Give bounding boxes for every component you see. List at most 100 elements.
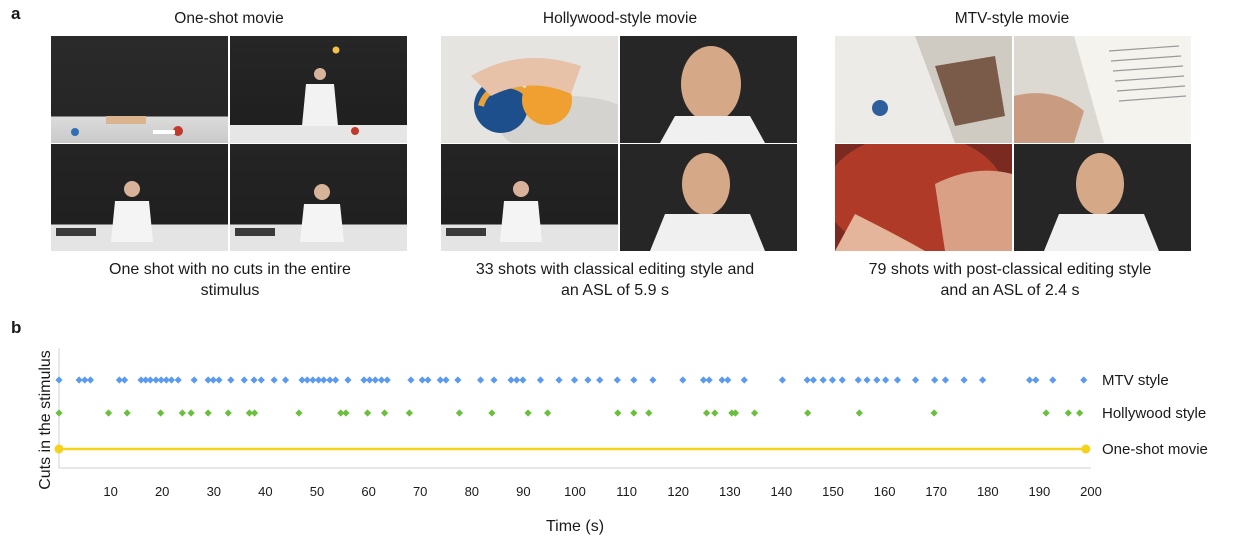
- hollywood-style-cut-marker: [187, 409, 195, 417]
- hollywood-caption-line2: an ASL of 5.9 s: [561, 282, 669, 299]
- hollywood-style-cut-marker: [645, 409, 653, 417]
- mtv-style-cut-marker: [778, 376, 787, 384]
- hollywood-style-cut-marker: [55, 409, 63, 417]
- mtv-style-cut-marker: [344, 376, 352, 384]
- mtv-style-cut-marker: [190, 376, 198, 384]
- hollywood-caption: 33 shots with classical editing style an…: [415, 259, 815, 301]
- mtv-title: MTV-style movie: [954, 10, 1070, 27]
- mtv-style-cut-marker: [157, 376, 165, 384]
- hollywood-style-cut-marker: [245, 409, 254, 417]
- x-tick-label: 60: [361, 484, 375, 499]
- x-tick-label: 170: [925, 484, 947, 499]
- hollywood-style-cut-marker: [250, 409, 259, 417]
- mtv-style-cut-marker: [519, 376, 527, 384]
- hollywood-style-cut-marker: [380, 409, 389, 417]
- x-tick-label: 180: [977, 484, 999, 499]
- hollywood-style-cut-marker: [157, 409, 165, 417]
- mtv-caption: 79 shots with post-classical editing sty…: [810, 259, 1210, 301]
- x-tick-label: 70: [413, 484, 427, 499]
- mtv-style-cut-marker: [1032, 376, 1040, 384]
- frame-smiling-face-mtv: [1014, 144, 1191, 251]
- one-shot-frames: [51, 36, 407, 251]
- hollywood-style-cut-marker: [702, 409, 711, 417]
- hollywood-style-cut-marker: [750, 409, 759, 417]
- x-tick-label: 30: [207, 484, 221, 499]
- mtv-style-cut-marker: [584, 376, 592, 384]
- mtv-style-cut-marker: [740, 376, 748, 384]
- hollywood-style-cut-marker: [104, 409, 113, 417]
- mtv-style-cut-marker: [424, 376, 432, 384]
- hollywood-style-cut-marker: [337, 409, 345, 417]
- mtv-style-cut-marker: [331, 376, 340, 384]
- one-shot-caption: One shot with no cuts in the entire stim…: [30, 259, 430, 301]
- hollywood-style-cut-marker: [1064, 409, 1072, 417]
- mtv-style-cut-marker: [931, 376, 939, 384]
- mtv-style-cut-marker: [838, 376, 846, 384]
- hollywood-style-cut-marker: [711, 409, 719, 417]
- x-tick-label: 80: [465, 484, 479, 499]
- x-tick-label: 40: [258, 484, 272, 499]
- mtv-style-cut-marker: [326, 376, 334, 384]
- mtv-style-cut-marker: [454, 376, 462, 384]
- mtv-style-cut-marker: [819, 376, 827, 384]
- hollywood-style-cut-marker: [123, 409, 131, 417]
- frame-eating-wide: [441, 144, 618, 251]
- mtv-style-series-label: MTV style: [1102, 372, 1169, 389]
- one-shot-caption-line1: One shot with no cuts in the entire: [109, 261, 351, 278]
- hollywood-style-cut-marker: [731, 409, 740, 417]
- x-tick-label: 50: [310, 484, 324, 499]
- mtv-style-cut-marker: [893, 376, 902, 384]
- frame-smiling-face: [620, 144, 797, 251]
- y-axis-title: Cuts in the stimulus: [37, 350, 54, 490]
- mtv-style-cut-marker: [142, 376, 150, 384]
- one-shot-title: One-shot movie: [174, 10, 284, 27]
- mtv-caption-line1: 79 shots with post-classical editing sty…: [868, 261, 1152, 278]
- hollywood-style-cut-marker: [295, 409, 303, 417]
- frame-eating-2: [230, 144, 407, 251]
- mtv-style-cut-marker: [476, 376, 485, 384]
- mtv-style-cut-marker: [649, 376, 657, 384]
- x-axis-title: Time (s): [546, 518, 604, 535]
- hollywood-style-cut-marker: [363, 409, 372, 417]
- mtv-style-cut-marker: [979, 376, 987, 384]
- mtv-style-cut-marker: [536, 376, 545, 384]
- mtv-style-cut-marker: [570, 376, 579, 384]
- x-tick-label: 190: [1029, 484, 1051, 499]
- hollywood-caption-line1: 33 shots with classical editing style an…: [475, 261, 755, 278]
- mtv-caption-line2: and an ASL of 2.4 s: [940, 282, 1080, 299]
- x-tick-labels: 10 20 30 40 50 60 70 80 90 100 110 120 130 140 150 160 1…: [103, 484, 1101, 499]
- mtv-style-cut-marker: [407, 376, 415, 384]
- frame-eating-1: [51, 144, 228, 251]
- frame-hands-juggling: [835, 36, 1012, 143]
- mtv-style-cut-marker: [911, 376, 920, 384]
- x-tick-label: 200: [1080, 484, 1102, 499]
- mtv-style-cut-marker: [596, 376, 604, 384]
- mtv-style-cut-marker: [1080, 376, 1088, 384]
- hollywood-style-cut-marker: [1076, 409, 1084, 417]
- panel-b-label: b: [11, 318, 22, 337]
- x-tick-label: 20: [155, 484, 169, 499]
- mtv-style-cut-marker: [204, 376, 212, 384]
- panel-a-label: a: [11, 4, 21, 23]
- x-tick-label: 160: [874, 484, 896, 499]
- mtv-style-cut-marker: [115, 376, 123, 384]
- mtv-style-cut-marker: [679, 376, 687, 384]
- frame-face-down: [620, 36, 797, 143]
- mtv-style-cut-marker: [281, 376, 290, 384]
- mtv-style-cut-marker: [555, 376, 563, 384]
- mtv-frames: [835, 36, 1191, 251]
- hollywood-style-cut-marker: [342, 409, 350, 417]
- hollywood-style-series-label: Hollywood style: [1102, 405, 1206, 422]
- hollywood-style-cut-marker: [405, 409, 413, 417]
- mtv-style-cut-marker: [699, 376, 708, 384]
- one-shot-movie-endpoint: [1081, 444, 1091, 454]
- frame-empty-desk: [51, 36, 228, 143]
- mtv-style-cut-marker: [613, 376, 621, 384]
- mtv-style-cut-marker: [146, 376, 154, 384]
- series-labels: MTV style Hollywood style One-shot movie: [1102, 372, 1208, 458]
- mtv-style-cut-marker: [873, 376, 881, 384]
- mtv-style-cut-marker: [309, 376, 317, 384]
- mtv-style-cut-marker: [960, 376, 968, 384]
- mtv-style-cut-marker: [718, 376, 726, 384]
- mtv-style-cut-marker: [257, 376, 265, 384]
